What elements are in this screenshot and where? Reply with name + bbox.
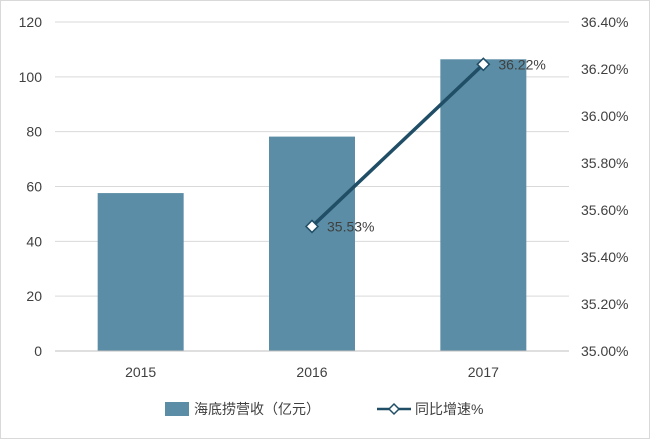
line-point xyxy=(304,219,320,234)
bar xyxy=(97,193,184,351)
bar-series xyxy=(97,59,527,351)
data-label: 35.53% xyxy=(327,218,374,234)
axes: 0 20 40 60 80 100 120 35.00% 35.20% 35.40% 35.60% 3… xyxy=(19,14,629,380)
data-label: 36.22% xyxy=(498,56,545,72)
y-left-tick-label: 120 xyxy=(19,14,43,30)
y-right-tick-label: 36.00% xyxy=(581,108,628,124)
y-left-tick-label: 60 xyxy=(26,179,42,195)
bar xyxy=(269,136,355,351)
y-left-tick-label: 80 xyxy=(26,124,42,140)
line-series xyxy=(304,57,491,234)
y-right-tick-label: 35.60% xyxy=(581,202,628,218)
y-right-tick-label: 35.20% xyxy=(581,296,628,312)
x-tick-label: 2016 xyxy=(296,364,327,380)
y-right-tick-label: 35.00% xyxy=(581,343,628,359)
bar xyxy=(440,59,527,351)
data-labels: 35.53% 36.22% xyxy=(327,56,546,234)
line-point xyxy=(476,57,491,72)
growth-line xyxy=(310,63,485,228)
y-left-tick-label: 40 xyxy=(26,233,42,249)
legend: 海底捞营收（亿元） 同比增速% xyxy=(165,401,483,417)
y-right-tick-label: 36.20% xyxy=(581,61,628,77)
y-right-tick-label: 36.40% xyxy=(581,14,628,30)
y-left-tick-label: 0 xyxy=(34,343,42,359)
y-left-tick-label: 100 xyxy=(19,69,43,85)
legend-label-bar: 海底捞营收（亿元） xyxy=(194,401,320,417)
x-tick-label: 2015 xyxy=(125,364,156,380)
y-right-tick-label: 35.80% xyxy=(581,155,628,171)
y-left-tick-label: 20 xyxy=(26,288,42,304)
x-tick-label: 2017 xyxy=(468,364,499,380)
y-right-tick-label: 35.40% xyxy=(581,249,628,265)
legend-swatch-bar xyxy=(165,402,189,416)
legend-label-line: 同比增速% xyxy=(415,401,483,417)
legend-marker xyxy=(387,402,401,416)
